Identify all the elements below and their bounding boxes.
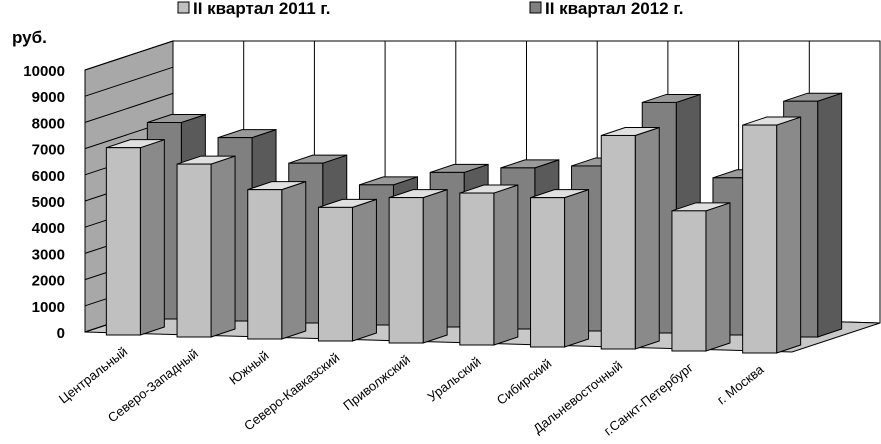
y-tick-label: 8000 bbox=[32, 115, 65, 132]
bar-front bbox=[388, 197, 424, 344]
legend-swatch bbox=[529, 1, 542, 14]
x-category-label: Южный bbox=[226, 348, 271, 388]
x-category-label: г. Москва bbox=[714, 361, 767, 407]
bar-front bbox=[247, 189, 283, 340]
bar-side bbox=[210, 155, 236, 338]
gridline-side bbox=[84, 66, 174, 97]
bar-side bbox=[705, 202, 731, 352]
y-tick-label: 10000 bbox=[23, 63, 65, 80]
y-tick-label: 3000 bbox=[32, 246, 65, 263]
bar-2011 bbox=[105, 138, 165, 336]
y-tick-label: 7000 bbox=[32, 142, 65, 159]
x-category-label: Уральский bbox=[425, 354, 484, 405]
y-tick-label: 9000 bbox=[32, 89, 65, 106]
legend-swatch bbox=[177, 1, 190, 14]
x-category-label: Центральный bbox=[56, 344, 130, 407]
bar-side bbox=[564, 188, 590, 348]
bar-front bbox=[671, 210, 707, 352]
bar-2011 bbox=[176, 155, 236, 338]
y-tick-label: 5000 bbox=[32, 194, 65, 211]
bar-2011 bbox=[530, 188, 590, 348]
bar-2011 bbox=[317, 198, 377, 342]
bar-side bbox=[634, 126, 660, 350]
bar-side bbox=[281, 180, 307, 340]
x-category-label: Сибирский bbox=[494, 356, 555, 408]
bar-front bbox=[176, 163, 212, 338]
bar-front bbox=[742, 124, 778, 354]
bar-side bbox=[351, 198, 377, 342]
bar-side bbox=[817, 92, 843, 338]
legend-label: II квартал 2011 г. bbox=[193, 0, 331, 18]
y-tick-label: 0 bbox=[57, 325, 65, 342]
y-tick-label: 4000 bbox=[32, 220, 65, 237]
y-tick-label: 2000 bbox=[32, 273, 65, 290]
legend-label: II квартал 2012 г. bbox=[545, 0, 683, 18]
bar-front bbox=[105, 147, 141, 336]
bar-side bbox=[422, 188, 448, 344]
bar-2011 bbox=[600, 126, 660, 350]
y-tick-label: 6000 bbox=[32, 168, 65, 185]
bar-front bbox=[459, 192, 495, 346]
bar-2011 bbox=[388, 188, 448, 344]
bar-side bbox=[493, 184, 519, 346]
bar-2011 bbox=[459, 184, 519, 346]
bar-front bbox=[600, 134, 636, 350]
bar-side bbox=[776, 116, 802, 354]
bar-2011 bbox=[247, 180, 307, 340]
bar-front bbox=[530, 197, 566, 348]
x-category-label: Приволжский bbox=[340, 352, 413, 413]
y-tick-label: 1000 bbox=[32, 299, 65, 316]
gridline-side bbox=[84, 92, 174, 123]
bar-side bbox=[139, 138, 165, 336]
bar-front bbox=[317, 206, 353, 342]
y-axis-label: руб. bbox=[12, 28, 47, 47]
gridline-side bbox=[84, 40, 174, 71]
bar-2011 bbox=[671, 202, 731, 352]
bar-2011 bbox=[742, 116, 802, 354]
